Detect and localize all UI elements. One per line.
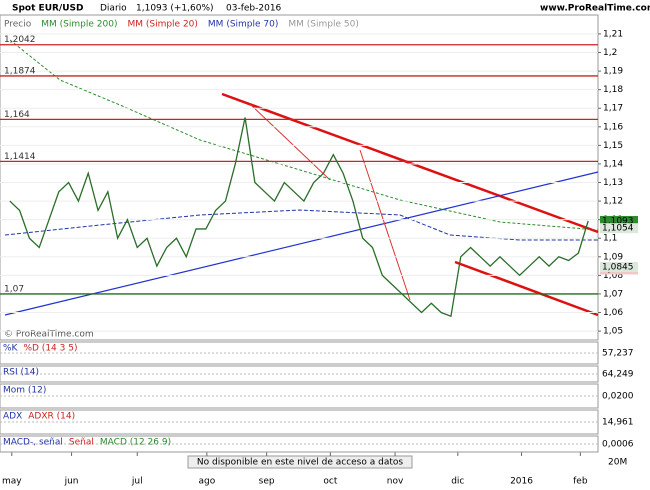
y-tick-label: 1,13: [603, 178, 623, 188]
y-tick-label: 1,18: [603, 85, 623, 95]
notice: No disponible en este nivel de acceso a …: [197, 458, 403, 468]
y-tick-label: 1,06: [603, 308, 623, 318]
legend-entry: MM (Simple 70): [208, 20, 278, 30]
indicator-value: 14,961: [602, 418, 634, 428]
notice-box: [187, 455, 413, 469]
legend-entry: Precio: [4, 20, 32, 30]
legend-entry: MM (Simple 20): [127, 20, 197, 30]
price-marker: [600, 223, 638, 234]
y-tick-label: 1,15: [603, 141, 623, 151]
indicator-title: MACD-, señal: [3, 438, 63, 448]
indicator-title: Señal: [69, 438, 94, 448]
y-tick-label: 1,05: [603, 327, 623, 337]
y-tick-label: 1,12: [603, 197, 623, 207]
indicator-title: ADXR (14): [28, 412, 75, 422]
indicator-panel: [0, 409, 599, 435]
price-marker: [600, 262, 638, 273]
y-tick-label: 1,21: [603, 29, 623, 39]
x-tick-label: sep: [259, 477, 275, 487]
level-label: 1,1414: [4, 152, 36, 162]
x-tick-label: may: [2, 477, 22, 487]
y-tick-label: 1,19: [603, 67, 623, 77]
x-tick-label: oct: [323, 477, 337, 487]
date: 03-feb-2016: [226, 4, 282, 14]
y-tick-label: 1,09: [603, 252, 623, 262]
main-panel: [0, 14, 599, 341]
indicator-title: Mom (12): [3, 386, 46, 396]
level-label: 1,2042: [4, 35, 36, 45]
legend-entry: MM (Simple 200): [41, 20, 117, 30]
last: 1,1093 (+1,60%): [136, 4, 214, 14]
interval: Diario: [100, 4, 127, 14]
y-tick-label: 1,14: [603, 159, 623, 169]
y-tick-label: 1,2: [603, 48, 617, 58]
level-label: 1,07: [4, 284, 24, 294]
price-marker-label: 1,1093: [602, 216, 634, 226]
indicator-value: 0,0200: [602, 392, 634, 402]
copyright: © ProRealTime.com: [4, 330, 94, 340]
site: www.ProRealTime.com: [540, 4, 650, 14]
indicator-value: 57,237: [602, 349, 634, 359]
indicator-value: 64,249: [602, 370, 634, 380]
x-tick-label: 2016: [510, 477, 533, 487]
legend-entry: MM (Simple 50): [288, 20, 358, 30]
x-tick-label: jun: [64, 477, 79, 487]
y-tick-label: 1,08: [603, 271, 623, 281]
indicator-title: MACD (12 26 9): [100, 438, 171, 448]
price-marker-label: 1,1054: [602, 224, 634, 234]
price-line: [9, 117, 589, 318]
trend-lines: [4, 39, 599, 317]
indicator-title: RSI (14): [3, 368, 39, 378]
level-label: 1,164: [4, 110, 30, 120]
y-tick-label: 1,17: [603, 104, 623, 114]
title: Spot EUR/USD: [12, 4, 83, 14]
y-tick-label: 1,07: [603, 289, 623, 299]
x-tick-label: ago: [198, 477, 215, 487]
level-label: 1,1874: [4, 66, 36, 76]
x-tick-label: dic: [451, 477, 464, 487]
x-tick-label: nov: [387, 477, 404, 487]
y-tick-label: 1,1: [603, 234, 617, 244]
indicator-title: %D (14 3 5): [23, 344, 77, 354]
x-tick-label: feb: [573, 477, 588, 487]
y-tick-label: 1,16: [603, 122, 623, 132]
indicator-title: %K: [3, 344, 19, 354]
price-marker: [600, 215, 638, 226]
volume-label: 20M: [608, 458, 627, 468]
price-marker-label: 1,0845: [602, 263, 634, 273]
indicator-title: ADX: [3, 412, 22, 422]
x-tick-label: jul: [131, 477, 143, 487]
indicator-value: 0,0006: [602, 440, 634, 450]
